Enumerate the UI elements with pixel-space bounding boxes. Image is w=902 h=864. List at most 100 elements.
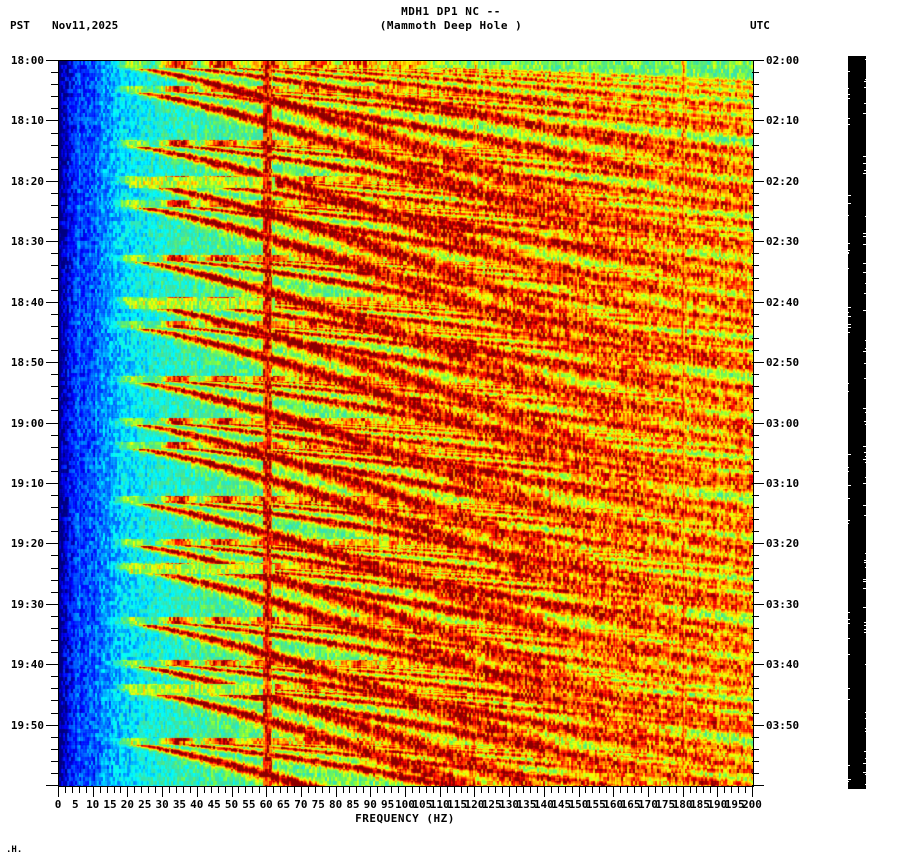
frequency-label: 20: [120, 798, 135, 811]
frequency-tick-minor: [529, 787, 531, 793]
frequency-tick-minor: [224, 787, 226, 793]
frequency-tick-minor: [377, 787, 379, 793]
frequency-tick-major: [370, 787, 372, 797]
frequency-tick-minor: [148, 787, 150, 793]
frequency-label: 160: [603, 798, 624, 811]
time-tick-minor-right: [752, 615, 759, 617]
frequency-tick-minor: [259, 787, 261, 793]
frequency-tick-major: [58, 787, 59, 797]
frequency-tick-minor: [245, 787, 247, 793]
time-tick-minor-right: [752, 688, 759, 690]
frequency-label: 45: [207, 798, 221, 811]
time-label-pst: 18:40: [10, 295, 44, 309]
frequency-tick-major: [543, 787, 545, 797]
time-tick-minor-left: [51, 350, 58, 351]
frequency-tick-major: [92, 787, 94, 797]
frequency-label: 195: [724, 798, 745, 811]
frequency-label: 25: [138, 798, 152, 811]
frequency-tick-minor: [703, 787, 705, 793]
frequency-tick-minor: [155, 787, 157, 793]
time-tick-minor-right: [752, 531, 759, 533]
frequency-tick-minor: [460, 787, 462, 793]
frequency-axis-title: FREQUENCY (HZ): [355, 812, 455, 825]
frequency-tick-minor: [238, 787, 240, 793]
time-tick-major-left: [46, 120, 58, 122]
time-tick-minor-left: [51, 652, 58, 654]
frequency-label: 70: [294, 798, 308, 811]
frequency-tick-major: [405, 787, 406, 797]
frequency-tick-major: [647, 787, 649, 797]
time-tick-major-left: [46, 241, 58, 243]
date-label: Nov11,2025: [52, 19, 119, 32]
frequency-label: 110: [429, 798, 450, 811]
amplitude-strip: [848, 56, 866, 789]
time-tick-major-right: [752, 482, 764, 484]
time-label-utc: 03:50: [766, 718, 800, 732]
frequency-tick-minor: [606, 787, 608, 793]
frequency-tick-minor: [217, 787, 219, 793]
frequency-tick-minor: [391, 787, 393, 793]
time-tick-major-right: [752, 664, 764, 666]
frequency-tick-minor: [627, 787, 629, 793]
frequency-tick-minor: [189, 787, 191, 793]
station-subtitle: (Mammoth Deep Hole ): [379, 19, 523, 32]
corner-artifact-mark: .H.: [6, 845, 23, 855]
frequency-tick-minor: [203, 787, 205, 793]
time-tick-minor-right: [752, 337, 759, 339]
left-timezone-label: PST: [10, 19, 30, 32]
frequency-tick-major: [752, 787, 753, 797]
frequency-tick-major: [509, 787, 511, 797]
frequency-label: 130: [499, 798, 520, 811]
frequency-label: 125: [481, 798, 502, 811]
frequency-tick-minor: [78, 787, 80, 793]
frequency-tick-minor: [661, 787, 663, 793]
frequency-tick-minor: [99, 787, 101, 793]
frequency-label: 30: [155, 798, 169, 811]
frequency-tick-minor: [85, 787, 87, 793]
frequency-tick-minor: [384, 787, 386, 793]
time-tick-minor-left: [51, 736, 58, 738]
frequency-tick-minor: [738, 787, 740, 793]
page-title: MDH1 DP1 NC --: [401, 5, 501, 18]
time-tick-minor-left: [51, 434, 58, 436]
time-tick-minor-right: [752, 217, 759, 219]
time-tick-minor-left: [51, 277, 58, 279]
frequency-tick-minor: [252, 787, 254, 793]
time-tick-minor-right: [752, 84, 759, 86]
time-tick-minor-right: [752, 712, 759, 714]
time-tick-minor-right: [752, 434, 759, 436]
time-label-pst: 19:40: [10, 658, 44, 672]
frequency-label: 155: [585, 798, 606, 811]
time-label-utc: 02:30: [766, 235, 800, 249]
time-tick-major-left: [46, 362, 58, 364]
time-tick-minor-left: [51, 144, 58, 146]
frequency-tick-major: [578, 787, 580, 797]
time-tick-minor-right: [752, 519, 759, 521]
time-tick-minor-left: [51, 289, 58, 291]
time-tick-minor-right: [752, 277, 759, 279]
time-tick-minor-left: [51, 96, 58, 98]
frequency-label: 75: [311, 798, 325, 811]
frequency-tick-major: [474, 787, 476, 797]
frequency-tick-minor: [564, 787, 566, 793]
time-tick-minor-left: [51, 132, 58, 134]
time-tick-minor-left: [51, 72, 58, 74]
time-tick-major-right: [752, 543, 764, 545]
time-tick-minor-right: [752, 398, 759, 400]
time-tick-minor-right: [752, 350, 759, 351]
frequency-tick-minor: [287, 787, 289, 793]
frequency-tick-minor: [467, 787, 469, 793]
frequency-tick-minor: [731, 787, 733, 793]
time-tick-major-left: [46, 60, 58, 61]
frequency-tick-minor: [516, 787, 518, 793]
frequency-tick-major: [266, 787, 268, 797]
time-tick-major-right: [752, 60, 764, 61]
time-tick-minor-right: [752, 446, 759, 448]
frequency-label: 150: [568, 798, 589, 811]
time-tick-minor-left: [51, 386, 58, 388]
time-tick-major-right: [752, 362, 764, 364]
time-tick-minor-right: [752, 567, 759, 569]
frequency-label: 100: [395, 798, 415, 811]
frequency-label: 50: [224, 798, 239, 811]
frequency-tick-minor: [342, 787, 344, 793]
